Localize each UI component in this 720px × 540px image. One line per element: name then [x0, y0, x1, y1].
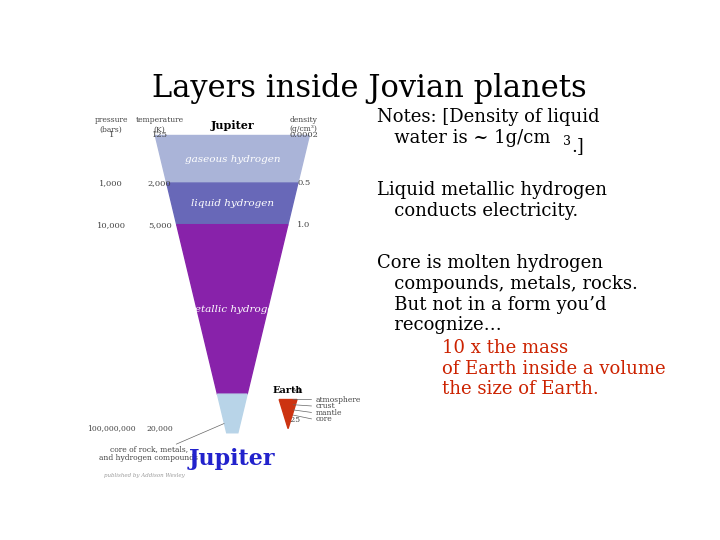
Text: temperature
(K): temperature (K)	[135, 116, 184, 133]
Text: 2,000: 2,000	[148, 179, 171, 187]
Text: .]: .]	[571, 137, 584, 155]
Text: Jupiter: Jupiter	[189, 448, 276, 470]
Polygon shape	[167, 183, 298, 225]
Text: Jupiter: Jupiter	[210, 120, 254, 131]
Text: 1,000: 1,000	[99, 179, 123, 187]
Polygon shape	[217, 394, 247, 433]
Text: core: core	[316, 415, 333, 423]
Text: ~25: ~25	[284, 416, 301, 424]
Text: 20,000: 20,000	[146, 424, 173, 433]
Text: 125: 125	[152, 131, 168, 139]
Text: metallic hydrogen: metallic hydrogen	[185, 305, 280, 314]
Text: 10,000: 10,000	[96, 221, 126, 228]
Text: atmosphere: atmosphere	[316, 395, 361, 403]
Text: core of rock, metals,
and hydrogen compounds: core of rock, metals, and hydrogen compo…	[99, 446, 198, 462]
Text: 0.0002: 0.0002	[289, 131, 318, 139]
Text: ~4: ~4	[289, 387, 301, 395]
Polygon shape	[279, 400, 297, 429]
Text: 5,000: 5,000	[148, 221, 171, 228]
Text: 1: 1	[109, 131, 114, 139]
Text: 100,000,000: 100,000,000	[87, 424, 135, 433]
Polygon shape	[156, 136, 310, 183]
Text: Earth: Earth	[273, 386, 303, 395]
Polygon shape	[176, 225, 288, 394]
Text: Liquid metallic hydrogen
   conducts electricity.: Liquid metallic hydrogen conducts electr…	[377, 181, 608, 220]
Text: crust: crust	[316, 402, 336, 410]
Text: 0.5: 0.5	[297, 179, 310, 187]
Text: 3: 3	[562, 136, 571, 148]
Text: density
(g/cm³): density (g/cm³)	[289, 116, 318, 133]
Text: liquid hydrogen: liquid hydrogen	[191, 199, 274, 208]
Text: mantle: mantle	[316, 409, 343, 417]
Text: 1.0: 1.0	[297, 221, 310, 228]
Text: Layers inside Jovian planets: Layers inside Jovian planets	[152, 73, 586, 104]
Text: 10 x the mass
of Earth inside a volume
the size of Earth.: 10 x the mass of Earth inside a volume t…	[441, 339, 665, 399]
Text: Notes: [Density of liquid
   water is ~ 1g/cm: Notes: [Density of liquid water is ~ 1g/…	[377, 109, 600, 147]
Text: published by Addison Wesley: published by Addison Wesley	[104, 473, 185, 478]
Text: Core is molten hydrogen
   compounds, metals, rocks.
   But not in a form you’d
: Core is molten hydrogen compounds, metal…	[377, 254, 638, 334]
Text: pressure
(bars): pressure (bars)	[94, 116, 128, 133]
Text: gaseous hydrogen: gaseous hydrogen	[184, 155, 280, 164]
